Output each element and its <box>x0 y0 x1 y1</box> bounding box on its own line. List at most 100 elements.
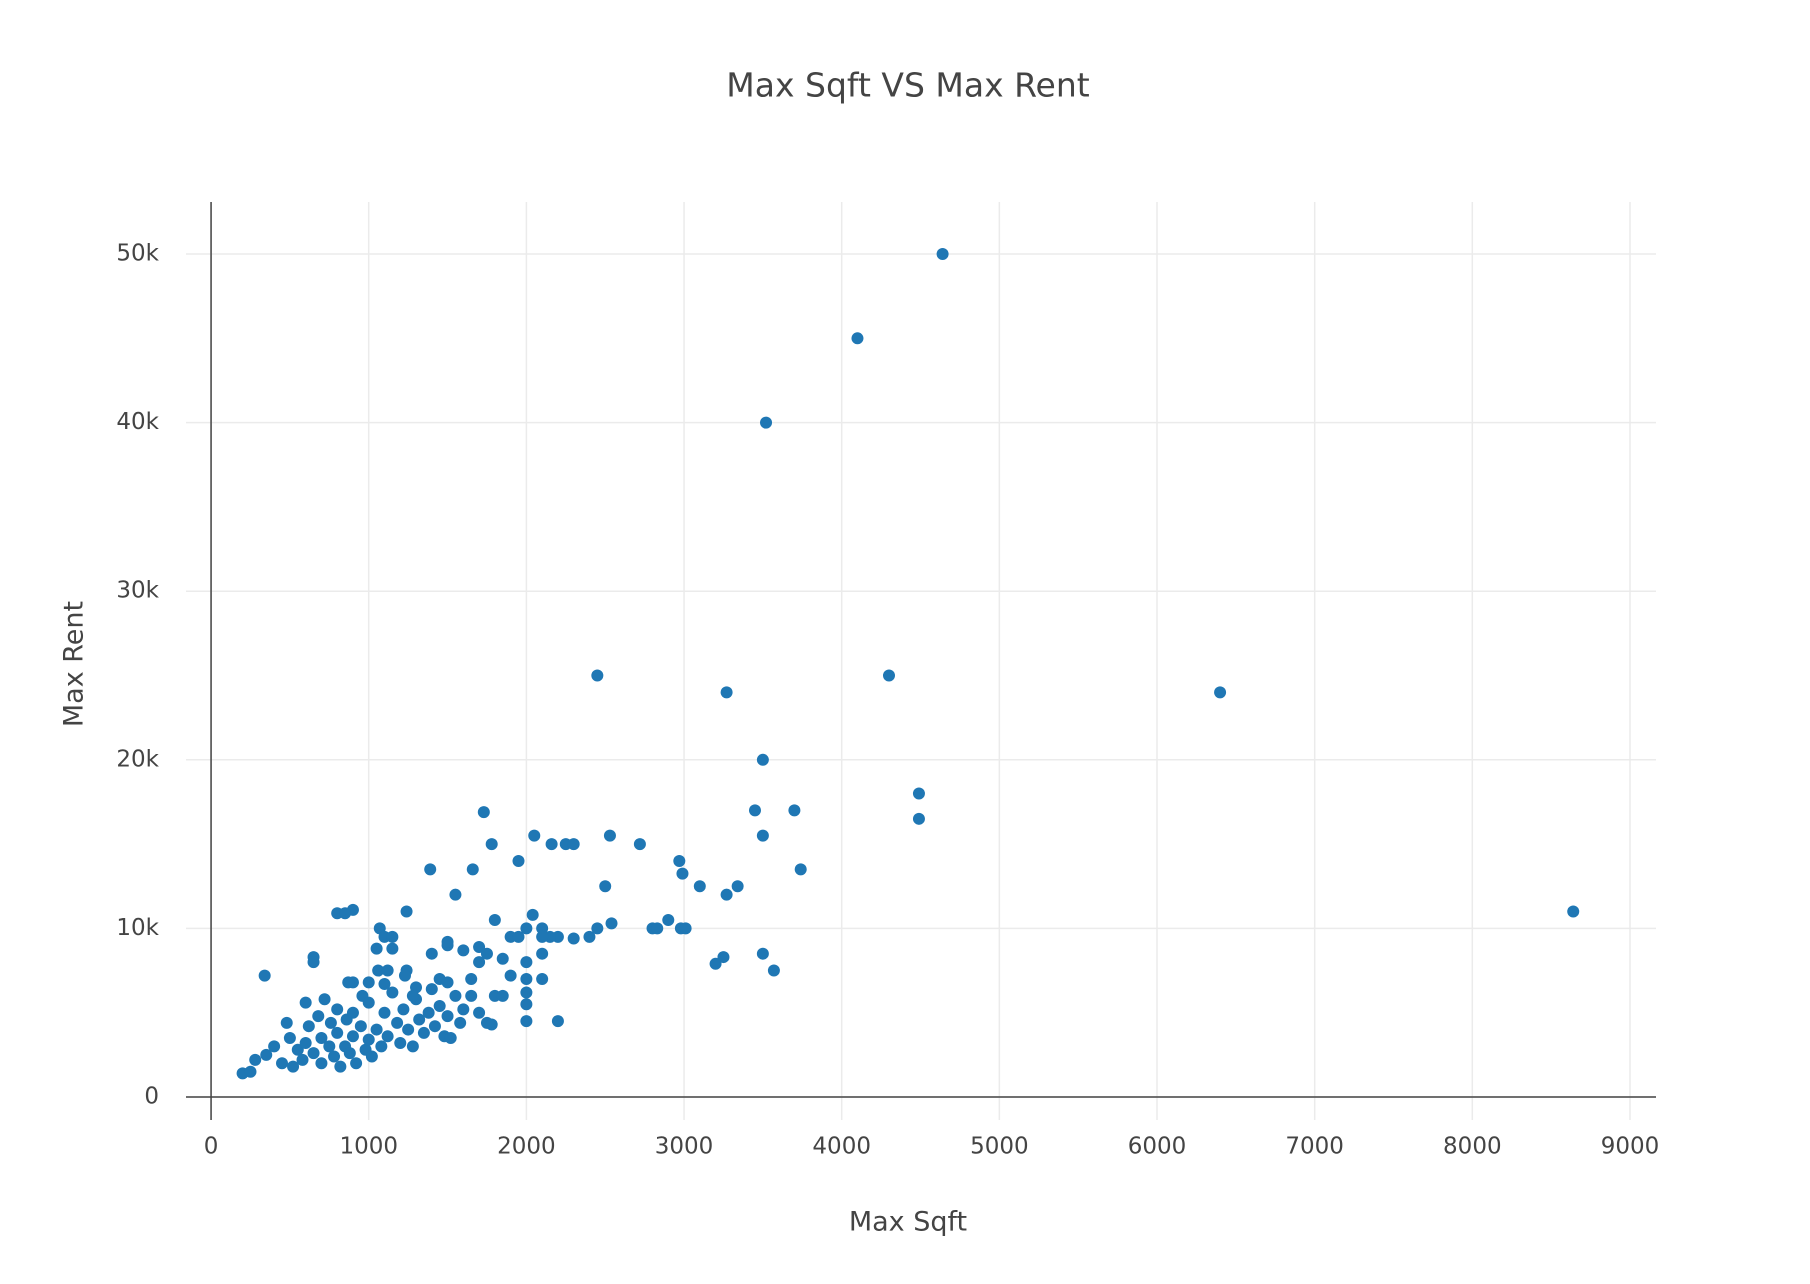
point <box>536 972 549 985</box>
point <box>365 1050 378 1063</box>
x-tick-label: 9000 <box>1601 1134 1660 1160</box>
point <box>315 1057 328 1070</box>
point <box>307 956 320 969</box>
point <box>662 913 675 926</box>
point <box>788 804 801 817</box>
point <box>397 1003 410 1016</box>
point <box>362 976 375 989</box>
point <box>709 957 722 970</box>
point <box>406 989 419 1002</box>
point <box>391 1016 404 1029</box>
point <box>720 686 733 699</box>
point <box>386 942 399 955</box>
point <box>402 1023 415 1036</box>
y-axis-title: Max Rent <box>59 601 90 727</box>
point <box>912 812 925 825</box>
point <box>339 907 352 920</box>
point <box>673 854 686 867</box>
point <box>287 1060 300 1073</box>
point <box>260 1048 273 1061</box>
point <box>398 969 411 982</box>
point <box>296 1053 309 1066</box>
point <box>422 1006 435 1019</box>
point <box>551 1015 564 1028</box>
x-tick-label: 1000 <box>339 1134 398 1160</box>
point <box>717 951 730 964</box>
point <box>381 1030 394 1043</box>
point <box>633 838 646 851</box>
point <box>381 964 394 977</box>
point <box>485 838 498 851</box>
point <box>441 976 454 989</box>
point <box>334 1060 347 1073</box>
chart-title: Max Sqft VS Max Rent <box>726 66 1089 105</box>
point <box>536 930 549 943</box>
point <box>354 1020 367 1033</box>
point <box>720 888 733 901</box>
point <box>276 1057 289 1070</box>
point <box>488 913 501 926</box>
point <box>512 854 525 867</box>
point <box>473 1006 486 1019</box>
point <box>457 1003 470 1016</box>
x-tick-label: 6000 <box>1128 1134 1187 1160</box>
x-tick-label: 4000 <box>812 1134 871 1160</box>
point <box>324 1016 337 1029</box>
x-tick-label: 8000 <box>1443 1134 1502 1160</box>
point <box>386 986 399 999</box>
point <box>425 983 438 996</box>
point <box>457 944 470 957</box>
point <box>394 1037 407 1050</box>
point <box>283 1031 296 1044</box>
point <box>651 922 664 935</box>
point <box>520 922 533 935</box>
point <box>731 880 744 893</box>
point <box>480 947 493 960</box>
point <box>315 1031 328 1044</box>
point <box>591 922 604 935</box>
x-tick-label: 0 <box>204 1134 219 1160</box>
point <box>299 1037 312 1050</box>
point <box>1214 686 1227 699</box>
point <box>244 1065 257 1078</box>
point <box>307 1047 320 1060</box>
point <box>342 976 355 989</box>
point <box>583 930 596 943</box>
point <box>473 940 486 953</box>
point <box>851 332 864 345</box>
x-tick-label: 3000 <box>655 1134 714 1160</box>
point <box>428 1020 441 1033</box>
point <box>693 880 706 893</box>
point <box>512 930 525 943</box>
point <box>425 947 438 960</box>
point <box>249 1053 262 1066</box>
point <box>362 1033 375 1046</box>
point <box>375 1040 388 1053</box>
point <box>936 248 949 261</box>
point <box>496 989 509 1002</box>
point <box>603 829 616 842</box>
y-tick-label: 40k <box>116 409 159 435</box>
y-tick-label: 20k <box>116 746 159 772</box>
point <box>280 1016 293 1029</box>
point <box>454 1016 467 1029</box>
point <box>350 1057 363 1070</box>
point <box>370 942 383 955</box>
point <box>567 838 580 851</box>
point <box>520 972 533 985</box>
point <box>413 1013 426 1026</box>
x-tick-label: 7000 <box>1285 1134 1344 1160</box>
point <box>567 932 580 945</box>
point <box>756 947 769 960</box>
point <box>1567 905 1580 918</box>
point <box>323 1040 336 1053</box>
point <box>258 969 271 982</box>
point <box>441 935 454 948</box>
point <box>378 1006 391 1019</box>
point <box>676 867 689 880</box>
point <box>406 1040 419 1053</box>
point <box>528 829 541 842</box>
y-tick-label: 10k <box>116 915 159 941</box>
